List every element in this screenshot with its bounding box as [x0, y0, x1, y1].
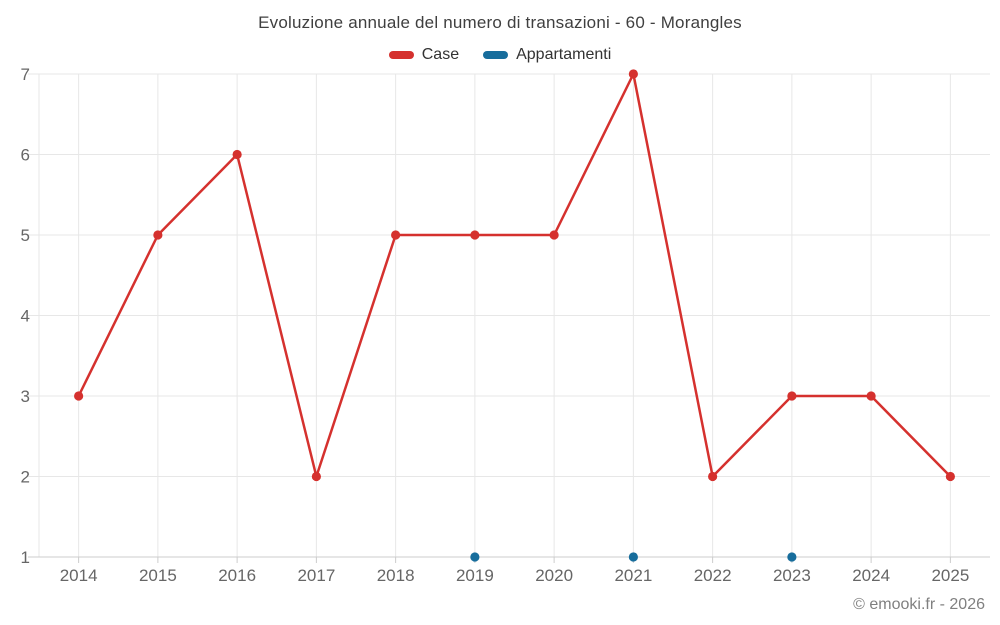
legend-label-appartamenti: Appartamenti: [516, 46, 612, 63]
data-point-appartamenti-2021[interactable]: [628, 552, 638, 562]
data-point-case-2015[interactable]: [153, 230, 163, 240]
legend-item-appartamenti[interactable]: Appartamenti: [483, 46, 611, 64]
copyright: © emooki.fr - 2026: [853, 596, 985, 613]
y-axis-label-4: 4: [21, 307, 30, 326]
data-point-case-2014[interactable]: [74, 391, 84, 401]
x-axis-label-2023: 2023: [773, 566, 811, 585]
x-axis-label-2022: 2022: [694, 566, 732, 585]
legend: Case Appartamenti: [0, 46, 1000, 64]
data-point-case-2021[interactable]: [628, 69, 638, 79]
appartamenti-series-swatch-icon: [483, 51, 509, 59]
series-line-case: [77, 72, 952, 478]
y-axis-label-6: 6: [21, 146, 30, 165]
y-axis-label-1: 1: [21, 548, 30, 567]
data-point-case-2016[interactable]: [232, 149, 242, 160]
y-axis-label-2: 2: [21, 468, 30, 487]
x-axis-label-2016: 2016: [218, 566, 256, 585]
data-point-case-2017[interactable]: [311, 471, 321, 482]
y-axis-label-5: 5: [21, 226, 30, 245]
data-point-case-2023[interactable]: [787, 391, 797, 401]
data-point-case-2025[interactable]: [945, 471, 955, 482]
case-series-swatch-icon: [388, 51, 414, 59]
y-axis-label-3: 3: [21, 387, 30, 406]
data-point-case-2020[interactable]: [549, 230, 559, 240]
y-axis-label-7: 7: [21, 65, 30, 84]
legend-label-case: Case: [421, 46, 460, 63]
chart-title: Evoluzione annuale del numero di transaz…: [258, 13, 742, 32]
x-axis-label-2024: 2024: [852, 566, 890, 585]
data-point-case-2018[interactable]: [391, 230, 401, 240]
x-axis-label-2015: 2015: [139, 566, 177, 585]
data-point-case-2019[interactable]: [470, 230, 480, 240]
data-point-appartamenti-2023[interactable]: [787, 552, 797, 562]
x-axis-label-2021: 2021: [614, 566, 652, 585]
data-point-case-2024[interactable]: [866, 391, 876, 401]
data-point-case-2022[interactable]: [708, 471, 718, 482]
x-axis-label-2025: 2025: [931, 566, 969, 585]
legend-item-case[interactable]: Case: [388, 46, 460, 64]
x-axis-label-2017: 2017: [297, 566, 335, 585]
data-point-appartamenti-2019[interactable]: [470, 552, 480, 562]
x-axis-label-2018: 2018: [377, 566, 415, 585]
x-axis-label-2014: 2014: [60, 566, 98, 585]
x-axis-label-2019: 2019: [456, 566, 494, 585]
x-axis-label-2020: 2020: [535, 566, 573, 585]
